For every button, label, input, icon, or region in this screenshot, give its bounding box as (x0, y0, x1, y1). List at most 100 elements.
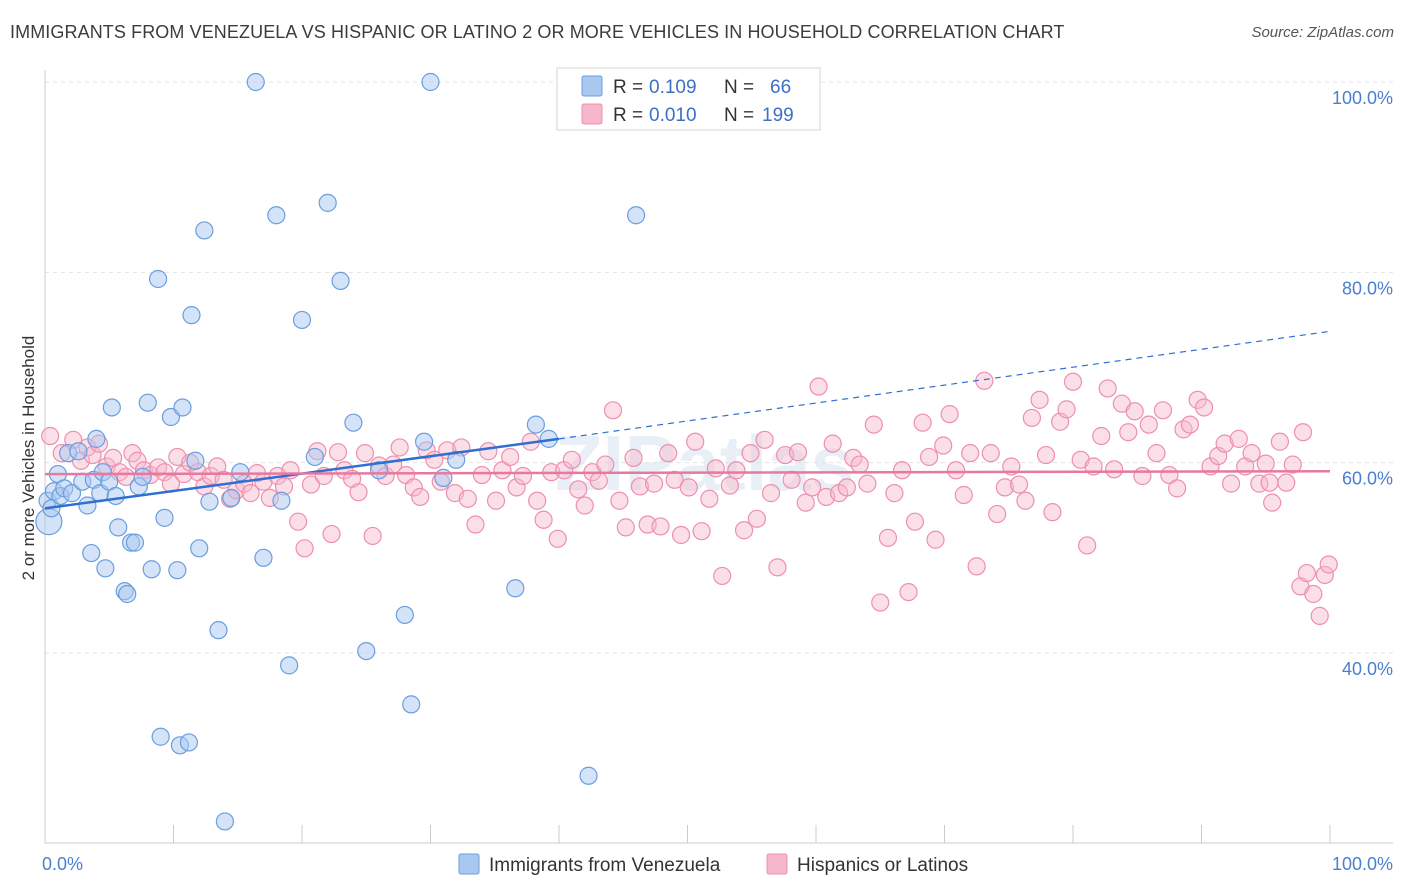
data-point-hispanics (355, 444, 375, 463)
data-point-hispanics (1215, 434, 1234, 453)
data-point-venezuela (155, 508, 174, 527)
data-point-venezuela (395, 605, 414, 625)
data-point-venezuela (151, 727, 170, 746)
series-hispanics-points (41, 371, 1338, 625)
legend-r-label-blue: R = (613, 77, 643, 98)
trend-line-venezuela-extension (558, 330, 1331, 440)
data-point-hispanics (1293, 423, 1313, 442)
bottom-legend-label-pink: Hispanics or Latinos (797, 855, 968, 876)
data-point-hispanics (507, 478, 526, 497)
data-point-hispanics (809, 377, 828, 396)
data-point-hispanics (569, 480, 588, 499)
data-point-hispanics (1319, 555, 1338, 574)
data-point-venezuela (78, 496, 97, 515)
data-point-hispanics (665, 470, 684, 489)
data-point-hispanics (1139, 415, 1158, 434)
data-point-hispanics (1194, 398, 1214, 417)
data-point-hispanics (589, 471, 608, 490)
data-point-hispanics (513, 466, 533, 486)
data-point-hispanics (659, 444, 678, 463)
data-point-venezuela (215, 812, 234, 831)
data-point-hispanics (878, 528, 898, 547)
legend-swatch-pink (581, 103, 603, 125)
data-point-hispanics (981, 444, 1000, 463)
data-point-hispanics (1098, 379, 1117, 398)
data-point-hispanics (788, 443, 808, 462)
data-point-venezuela (414, 432, 434, 451)
data-point-venezuela (96, 559, 115, 578)
data-point-hispanics (616, 518, 635, 537)
data-point-venezuela (102, 398, 121, 417)
data-point-hispanics (692, 522, 711, 541)
data-point-hispanics (458, 489, 477, 508)
data-point-hispanics (899, 582, 918, 602)
legend-r-value-pink: 0.010 (649, 105, 697, 126)
data-point-hispanics (926, 530, 945, 549)
data-point-hispanics (1229, 429, 1248, 448)
data-point-hispanics (289, 512, 308, 531)
data-point-venezuela (209, 621, 228, 640)
bottom-legend-swatch-blue (458, 853, 480, 875)
y-tick-label: 60.0% (1342, 469, 1393, 489)
data-point-hispanics (644, 474, 664, 493)
bottom-legend-label-blue: Immigrants from Venezuela (489, 855, 721, 876)
data-point-hispanics (905, 512, 925, 531)
series-venezuela-points (35, 72, 646, 831)
data-point-hispanics (596, 455, 615, 474)
legend-n-value-blue: 66 (770, 77, 791, 98)
data-point-venezuela (506, 579, 525, 598)
axes (44, 70, 1393, 844)
data-point-hispanics (575, 496, 594, 515)
data-point-hispanics (1256, 454, 1275, 473)
data-point-hispanics (823, 434, 842, 453)
data-point-hispanics (837, 478, 856, 497)
data-point-hispanics (610, 491, 629, 510)
data-point-hispanics (1022, 408, 1041, 428)
data-point-hispanics (1030, 390, 1049, 409)
data-point-hispanics (630, 477, 650, 496)
data-point-venezuela (526, 415, 545, 434)
data-point-hispanics (390, 438, 409, 457)
y-tick-label: 100.0% (1332, 88, 1393, 108)
data-point-hispanics (1119, 423, 1138, 442)
data-point-venezuela (222, 488, 241, 507)
data-point-hispanics (486, 491, 506, 510)
y-tick-labels: 40.0% 60.0% 80.0% 100.0% (1332, 88, 1393, 679)
data-point-hispanics (803, 478, 822, 497)
data-point-hispanics (919, 447, 939, 467)
data-point-hispanics (1221, 474, 1241, 493)
data-point-venezuela (179, 733, 199, 752)
data-point-hispanics (734, 521, 754, 540)
legend-r-label-pink: R = (613, 105, 643, 126)
data-point-venezuela (87, 429, 106, 448)
data-point-hispanics (1315, 565, 1334, 585)
data-point-hispanics (1304, 584, 1323, 604)
data-point-venezuela (626, 206, 646, 225)
data-point-hispanics (1283, 455, 1302, 474)
data-point-hispanics (562, 450, 581, 469)
data-point-hispanics (961, 444, 980, 463)
data-point-hispanics (885, 484, 904, 503)
data-point-hispanics (328, 443, 348, 462)
data-point-venezuela (190, 539, 209, 558)
data-point-hispanics (741, 444, 760, 463)
data-point-hispanics (466, 515, 485, 534)
trend-lines (44, 330, 1331, 510)
data-point-hispanics (1092, 426, 1111, 446)
data-point-hispanics (1078, 536, 1097, 555)
data-point-hispanics (1263, 493, 1282, 512)
data-point-hispanics (1277, 473, 1296, 492)
data-point-hispanics (1063, 372, 1083, 391)
data-point-hispanics (727, 461, 746, 480)
data-point-venezuela (142, 560, 161, 579)
trend-line-hispanics (44, 469, 1331, 476)
data-point-hispanics (844, 448, 863, 468)
data-point-venezuela (106, 486, 125, 506)
data-point-venezuela (62, 484, 82, 503)
data-point-venezuela (254, 548, 273, 567)
data-point-hispanics (1036, 445, 1056, 465)
data-point-venezuela (186, 451, 205, 470)
data-point-venezuela (200, 492, 219, 511)
data-point-hispanics (755, 430, 774, 449)
data-point-hispanics (671, 525, 691, 545)
